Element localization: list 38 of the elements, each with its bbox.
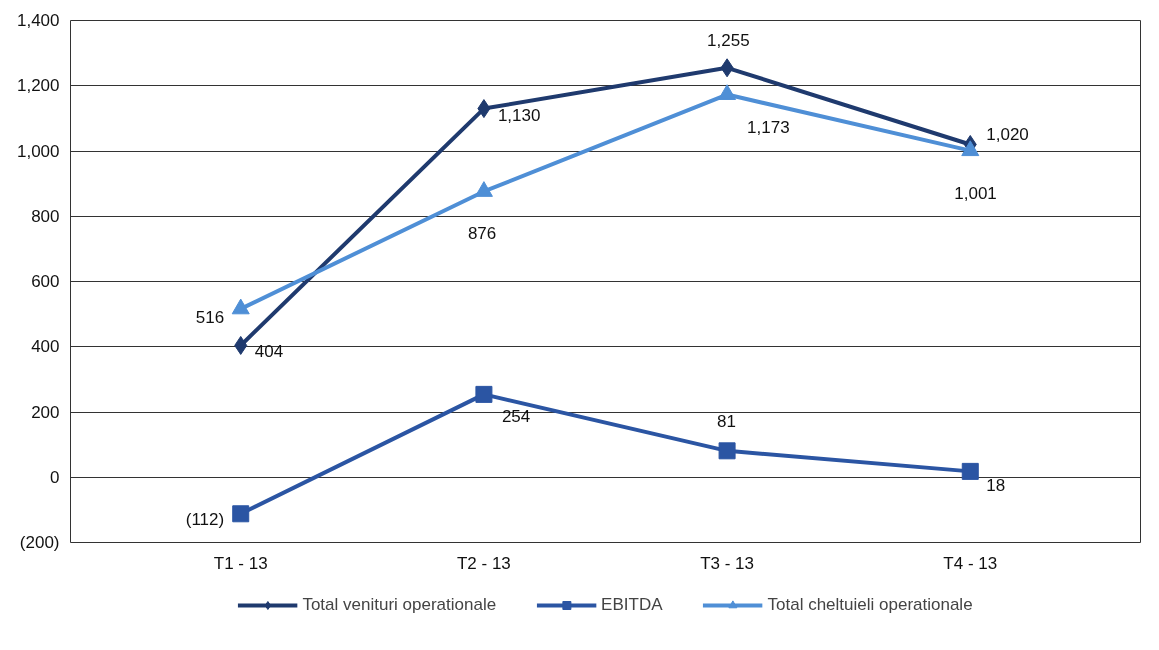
data-label: 18 xyxy=(986,476,1006,496)
point xyxy=(477,99,491,119)
x-tick-label: T3 - 13 xyxy=(700,553,755,573)
legend-label: Total cheltuieli operationale xyxy=(767,595,973,615)
y-tick-label: 0 xyxy=(50,467,60,487)
data-label: 1,173 xyxy=(747,117,790,137)
data-label: 404 xyxy=(254,342,284,362)
y-tick-label: (200) xyxy=(19,533,60,552)
point xyxy=(718,84,737,100)
y-tick-label: 1,400 xyxy=(16,11,60,30)
y-tick-label: 1,200 xyxy=(16,76,60,96)
point xyxy=(234,335,248,355)
x-tick-label: T1 - 13 xyxy=(213,553,268,573)
legend-label: Total venituri operationale xyxy=(302,595,497,615)
x-tick-label: T2 - 13 xyxy=(456,553,511,573)
point xyxy=(961,462,979,480)
data-label: 1,020 xyxy=(986,125,1029,145)
point xyxy=(720,58,734,78)
y-tick-label: 1,000 xyxy=(16,141,60,161)
data-label: 254 xyxy=(501,407,531,427)
data-label: 81 xyxy=(717,411,737,431)
point xyxy=(718,442,736,460)
y-tick-label: 600 xyxy=(31,272,60,291)
legend-label: EBITDA xyxy=(601,595,663,615)
point xyxy=(231,298,250,315)
data-label: 876 xyxy=(467,224,497,244)
data-label: (112) xyxy=(185,510,225,530)
data-label: 1,255 xyxy=(707,30,750,50)
data-label: 1,001 xyxy=(954,183,997,203)
point xyxy=(475,385,493,403)
data-label: 1,130 xyxy=(497,105,541,125)
data-label: 516 xyxy=(195,307,225,327)
y-tick-label: 200 xyxy=(31,402,60,422)
point xyxy=(961,140,980,157)
x-tick-label: T4 - 13 xyxy=(943,553,998,573)
y-tick-label: 800 xyxy=(31,206,60,226)
y-tick-label: 400 xyxy=(31,337,60,357)
point xyxy=(232,505,250,523)
